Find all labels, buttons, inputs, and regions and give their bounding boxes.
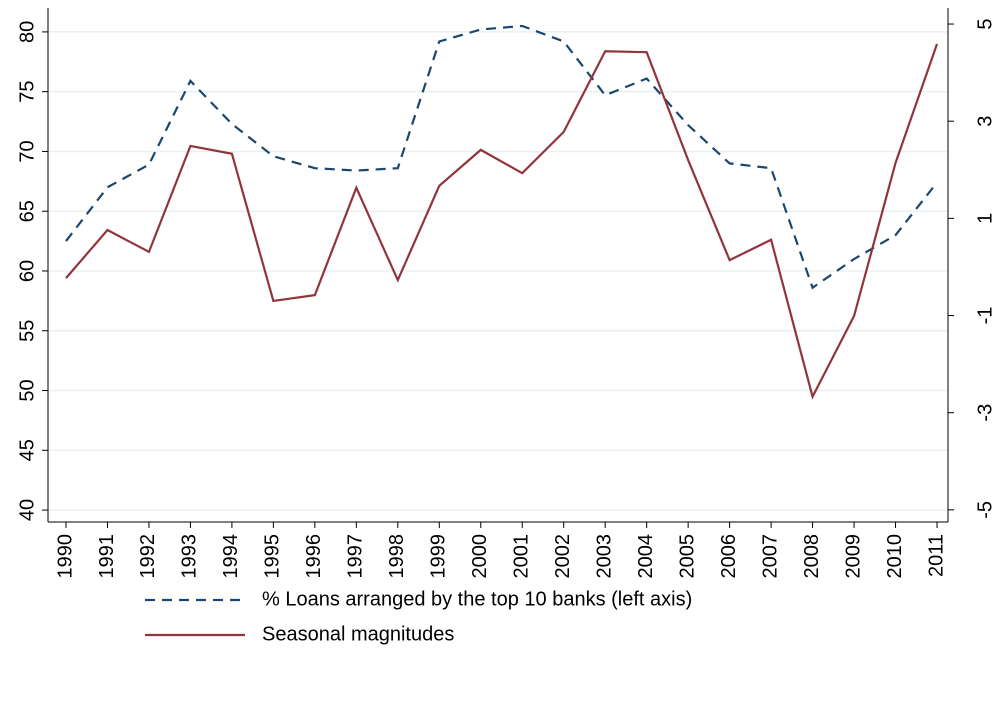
- x-tick-label: 2011: [925, 534, 947, 577]
- x-tick-label: 1991: [96, 534, 118, 579]
- y-tick-label: 40: [16, 499, 38, 521]
- x-tick-label: 2009: [842, 534, 864, 579]
- y-tick-label: 45: [16, 439, 38, 461]
- x-tick-label: 1994: [220, 534, 242, 579]
- y2-tick-label: 3: [974, 116, 996, 127]
- x-tick-label: 2004: [635, 534, 657, 579]
- y-tick-label: 75: [16, 81, 38, 103]
- y-tick-label: 55: [16, 320, 38, 342]
- x-tick-label: 1993: [179, 534, 201, 579]
- x-tick-label: 1999: [428, 534, 450, 579]
- y2-tick-label: -3: [974, 404, 996, 422]
- y-tick-label: 50: [16, 379, 38, 401]
- x-tick-label: 2000: [469, 534, 491, 579]
- x-tick-label: 1990: [54, 534, 76, 579]
- y-tick-label: 65: [16, 200, 38, 222]
- x-tick-label: 1995: [262, 534, 284, 579]
- y-tick-label: 70: [16, 140, 38, 162]
- y2-tick-label: -5: [974, 501, 996, 519]
- x-tick-label: 2007: [759, 534, 781, 579]
- y2-tick-label: 5: [974, 18, 996, 29]
- series-line: [65, 24, 938, 290]
- legend-label: % Loans arranged by the top 10 banks (le…: [262, 588, 692, 610]
- x-tick-label: 2001: [511, 534, 533, 579]
- x-tick-label: 2008: [801, 534, 823, 579]
- y-tick-label: 80: [16, 21, 38, 43]
- x-tick-label: 1992: [137, 534, 159, 579]
- x-tick-label: 2002: [552, 534, 574, 579]
- x-tick-label: 2003: [593, 534, 615, 579]
- series-line: [65, 43, 939, 400]
- x-tick-label: 2005: [676, 534, 698, 579]
- y-tick-label: 60: [16, 260, 38, 282]
- legend-label: Seasonal magnitudes: [262, 623, 454, 645]
- x-tick-label: 2010: [884, 534, 906, 579]
- y2-tick-label: 1: [974, 213, 996, 224]
- x-tick-label: 1996: [303, 534, 325, 579]
- y2-tick-label: -1: [974, 307, 996, 325]
- x-tick-label: 1997: [345, 534, 367, 579]
- x-tick-label: 1998: [386, 534, 408, 579]
- x-tick-label: 2006: [718, 534, 740, 579]
